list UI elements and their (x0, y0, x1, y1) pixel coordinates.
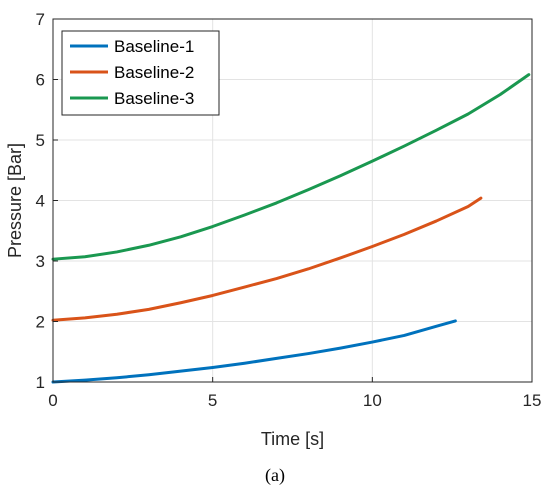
x-axis-title: Time [s] (261, 429, 324, 449)
pressure-chart: 0 5 10 15 1 2 3 4 5 6 7 Time [s] Pressure [Bar] Ba… (5, 10, 542, 449)
legend-label: Baseline-2 (114, 63, 194, 82)
y-tick-label: 7 (36, 10, 45, 29)
y-tick-label: 6 (36, 71, 45, 90)
series-line-baseline-3 (51, 73, 531, 261)
y-tick-label: 3 (36, 252, 45, 271)
x-tick-label: 10 (363, 391, 382, 410)
axis-ticks: 0 5 10 15 1 2 3 4 5 6 7 (36, 10, 542, 410)
x-tick-label: 0 (48, 391, 57, 410)
x-tick-label: 15 (523, 391, 542, 410)
caption-text: (a) (265, 465, 285, 485)
y-tick-label: 4 (36, 192, 45, 211)
y-tick-label: 5 (36, 131, 45, 150)
y-axis-title: Pressure [Bar] (5, 143, 25, 258)
series-lines (51, 73, 531, 384)
legend-label: Baseline-3 (114, 89, 194, 108)
y-tick-label: 2 (36, 313, 45, 332)
series-line-baseline-2 (51, 196, 483, 322)
figure-caption: (a) (0, 465, 550, 486)
legend-label: Baseline-1 (114, 37, 194, 56)
y-tick-label: 1 (36, 373, 45, 392)
legend: Baseline-1 Baseline-2 Baseline-3 (61, 30, 220, 116)
x-tick-label: 5 (208, 391, 217, 410)
series-line-baseline-1 (51, 319, 457, 384)
